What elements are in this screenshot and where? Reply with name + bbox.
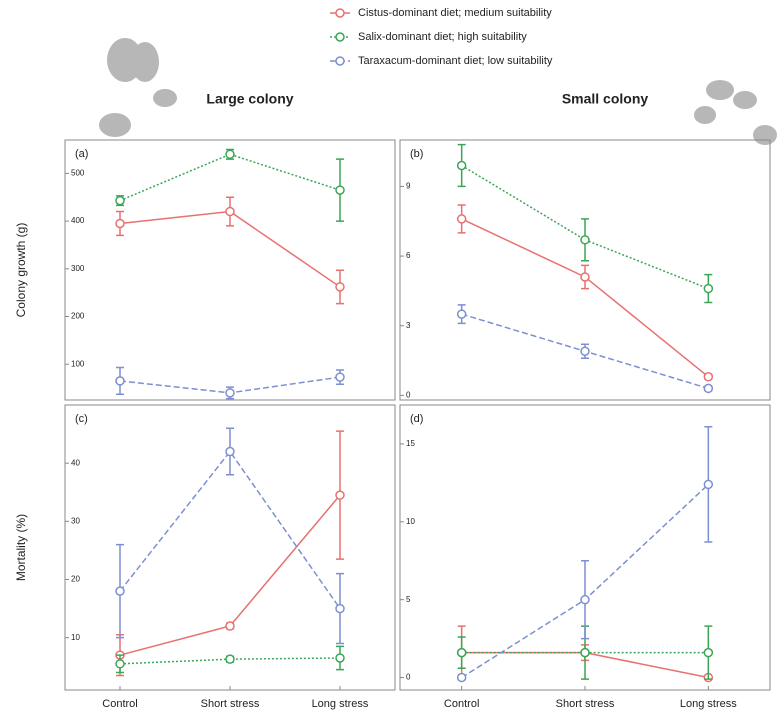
series-line: [119, 657, 341, 665]
data-point: [703, 479, 714, 490]
legend-marker: [335, 56, 345, 66]
data-point: [580, 647, 590, 658]
data-point: [115, 659, 125, 669]
data-point: [225, 149, 235, 160]
data-point: [335, 490, 345, 500]
x-tick-label: Control: [444, 698, 479, 710]
legend-marker: [335, 32, 345, 42]
y-tick-label: 9: [406, 182, 411, 191]
panel-label: (b): [410, 148, 423, 160]
data-point: [225, 446, 235, 457]
data-point: [115, 376, 125, 386]
series-line: [119, 153, 341, 202]
data-point: [703, 283, 714, 294]
x-tick-label: Control: [102, 698, 137, 710]
panel-label: (c): [75, 413, 88, 425]
y-tick-label: 3: [406, 321, 411, 330]
data-point: [335, 185, 345, 195]
data-point: [456, 160, 467, 171]
y-tick-label: 200: [71, 312, 85, 321]
data-point: [703, 383, 714, 394]
data-point: [335, 603, 345, 614]
x-tick-label: Short stress: [201, 698, 260, 710]
x-tick-label: Short stress: [556, 698, 615, 710]
y-tick-label: 0: [406, 390, 411, 399]
data-point: [115, 586, 125, 596]
series-line: [461, 164, 709, 290]
data-point: [225, 388, 235, 398]
y-tick-label: 5: [406, 595, 411, 604]
data-point: [115, 195, 125, 206]
legend-marker: [335, 8, 345, 18]
y-axis-label: Colony growth (g): [14, 223, 28, 318]
data-point: [580, 594, 590, 605]
y-tick-label: 0: [406, 673, 411, 682]
panel-label: (d): [410, 413, 423, 425]
x-tick-label: Long stress: [680, 698, 737, 710]
data-point: [456, 672, 467, 683]
data-point: [456, 309, 467, 319]
data-point: [335, 282, 345, 292]
y-tick-label: 20: [71, 575, 80, 584]
data-point: [225, 621, 235, 631]
y-tick-label: 15: [406, 439, 415, 448]
data-point: [115, 218, 125, 229]
panel-label: (a): [75, 148, 88, 160]
y-tick-label: 100: [71, 359, 85, 368]
legend-label: Salix-dominant diet; high suitability: [358, 31, 527, 43]
y-tick-label: 30: [71, 516, 80, 525]
data-point: [335, 372, 345, 382]
data-point: [335, 653, 345, 663]
data-point: [225, 654, 235, 664]
y-tick-label: 400: [71, 216, 85, 225]
panel-title: Large colony: [206, 91, 293, 107]
y-tick-label: 10: [406, 517, 415, 526]
data-point: [456, 647, 467, 658]
panel-frame: [64, 139, 396, 401]
y-tick-label: 300: [71, 264, 85, 273]
data-point: [225, 206, 235, 217]
data-point: [456, 214, 467, 224]
y-tick-label: 40: [71, 458, 80, 467]
y-axis-label: Mortality (%): [14, 514, 28, 581]
series-line: [119, 494, 341, 656]
legend-label: Cistus-dominant diet; medium suitability: [358, 7, 552, 19]
panel-frame: [399, 139, 771, 401]
legend-label: Taraxacum-dominant diet; low suitability: [358, 55, 553, 67]
data-point: [580, 272, 590, 282]
data-point: [703, 647, 714, 658]
series-line: [119, 450, 341, 610]
data-point: [703, 372, 714, 382]
data-point: [580, 235, 590, 245]
data-point: [580, 346, 590, 356]
x-tick-label: Long stress: [312, 698, 369, 710]
y-tick-label: 10: [71, 633, 80, 642]
y-tick-label: 500: [71, 169, 85, 178]
panel-title: Small colony: [562, 91, 649, 107]
y-tick-label: 6: [406, 251, 411, 260]
